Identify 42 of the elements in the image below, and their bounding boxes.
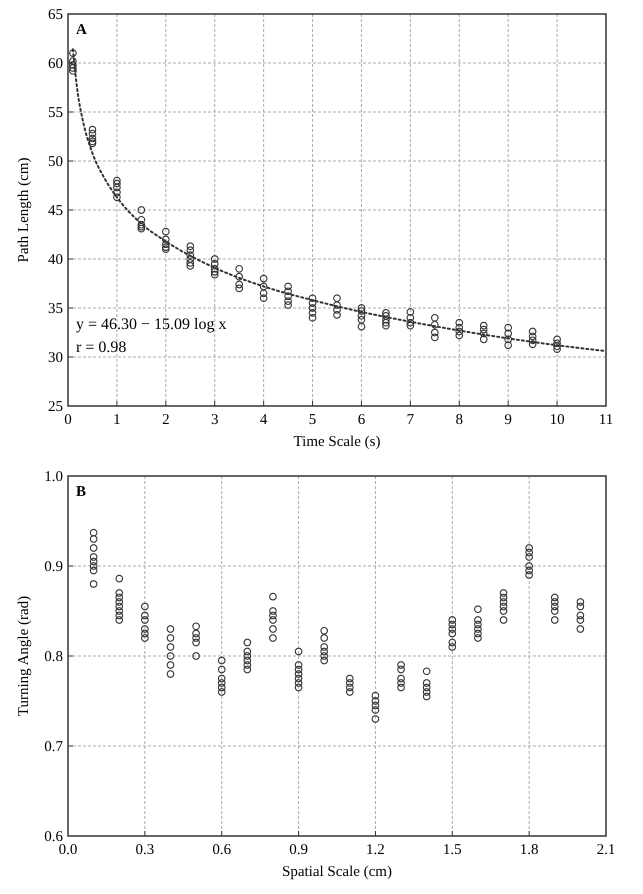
annotation: r = 0.98	[76, 339, 126, 356]
y-tick-label: 0.9	[44, 559, 63, 575]
x-tick-label: 10	[550, 412, 565, 428]
y-tick-label: 60	[48, 56, 63, 72]
y-tick-label: 65	[48, 7, 63, 23]
x-tick-label: 11	[598, 412, 614, 428]
x-tick-label: 8	[456, 412, 464, 428]
annotation: A	[76, 22, 87, 38]
x-tick-label: 1.5	[442, 842, 462, 858]
x-tick-label: 0	[64, 412, 72, 428]
y-tick-label: 1.0	[44, 469, 63, 485]
x-tick-label: 6	[358, 412, 366, 428]
y-axis-title: Path Length (cm)	[16, 158, 32, 262]
x-tick-label: 7	[406, 412, 415, 428]
x-tick-label: 0.9	[289, 842, 308, 858]
annotation: y = 46.30 − 15.09 log x	[76, 316, 226, 333]
x-tick-label: 9	[504, 412, 512, 428]
y-tick-label: 55	[48, 105, 63, 121]
x-tick-label: 1.2	[366, 842, 385, 858]
y-tick-label: 30	[48, 350, 63, 366]
y-axis-title: Turning Angle (rad)	[16, 596, 32, 716]
y-tick-label: 25	[48, 399, 63, 415]
y-tick-label: 0.8	[44, 649, 63, 665]
x-tick-label: 0.0	[58, 842, 78, 858]
annotation: B	[76, 484, 86, 500]
x-tick-label: 2	[162, 412, 170, 428]
x-tick-label: 0.3	[135, 842, 154, 858]
x-tick-label: 1.8	[520, 842, 539, 858]
y-tick-label: 45	[48, 203, 63, 219]
x-tick-label: 1	[113, 412, 121, 428]
y-tick-label: 35	[48, 301, 63, 317]
y-tick-label: 40	[48, 252, 63, 268]
x-tick-label: 2.1	[596, 842, 616, 858]
y-tick-label: 0.6	[44, 829, 64, 845]
y-tick-label: 50	[48, 154, 63, 170]
x-axis-title: Spatial Scale (cm)	[282, 864, 392, 880]
y-tick-label: 0.7	[44, 739, 64, 755]
x-tick-label: 4	[260, 412, 268, 428]
x-tick-label: 0.6	[212, 842, 232, 858]
x-tick-label: 3	[210, 412, 218, 428]
x-axis-title: Time Scale (s)	[294, 434, 380, 450]
x-tick-label: 5	[308, 412, 316, 428]
